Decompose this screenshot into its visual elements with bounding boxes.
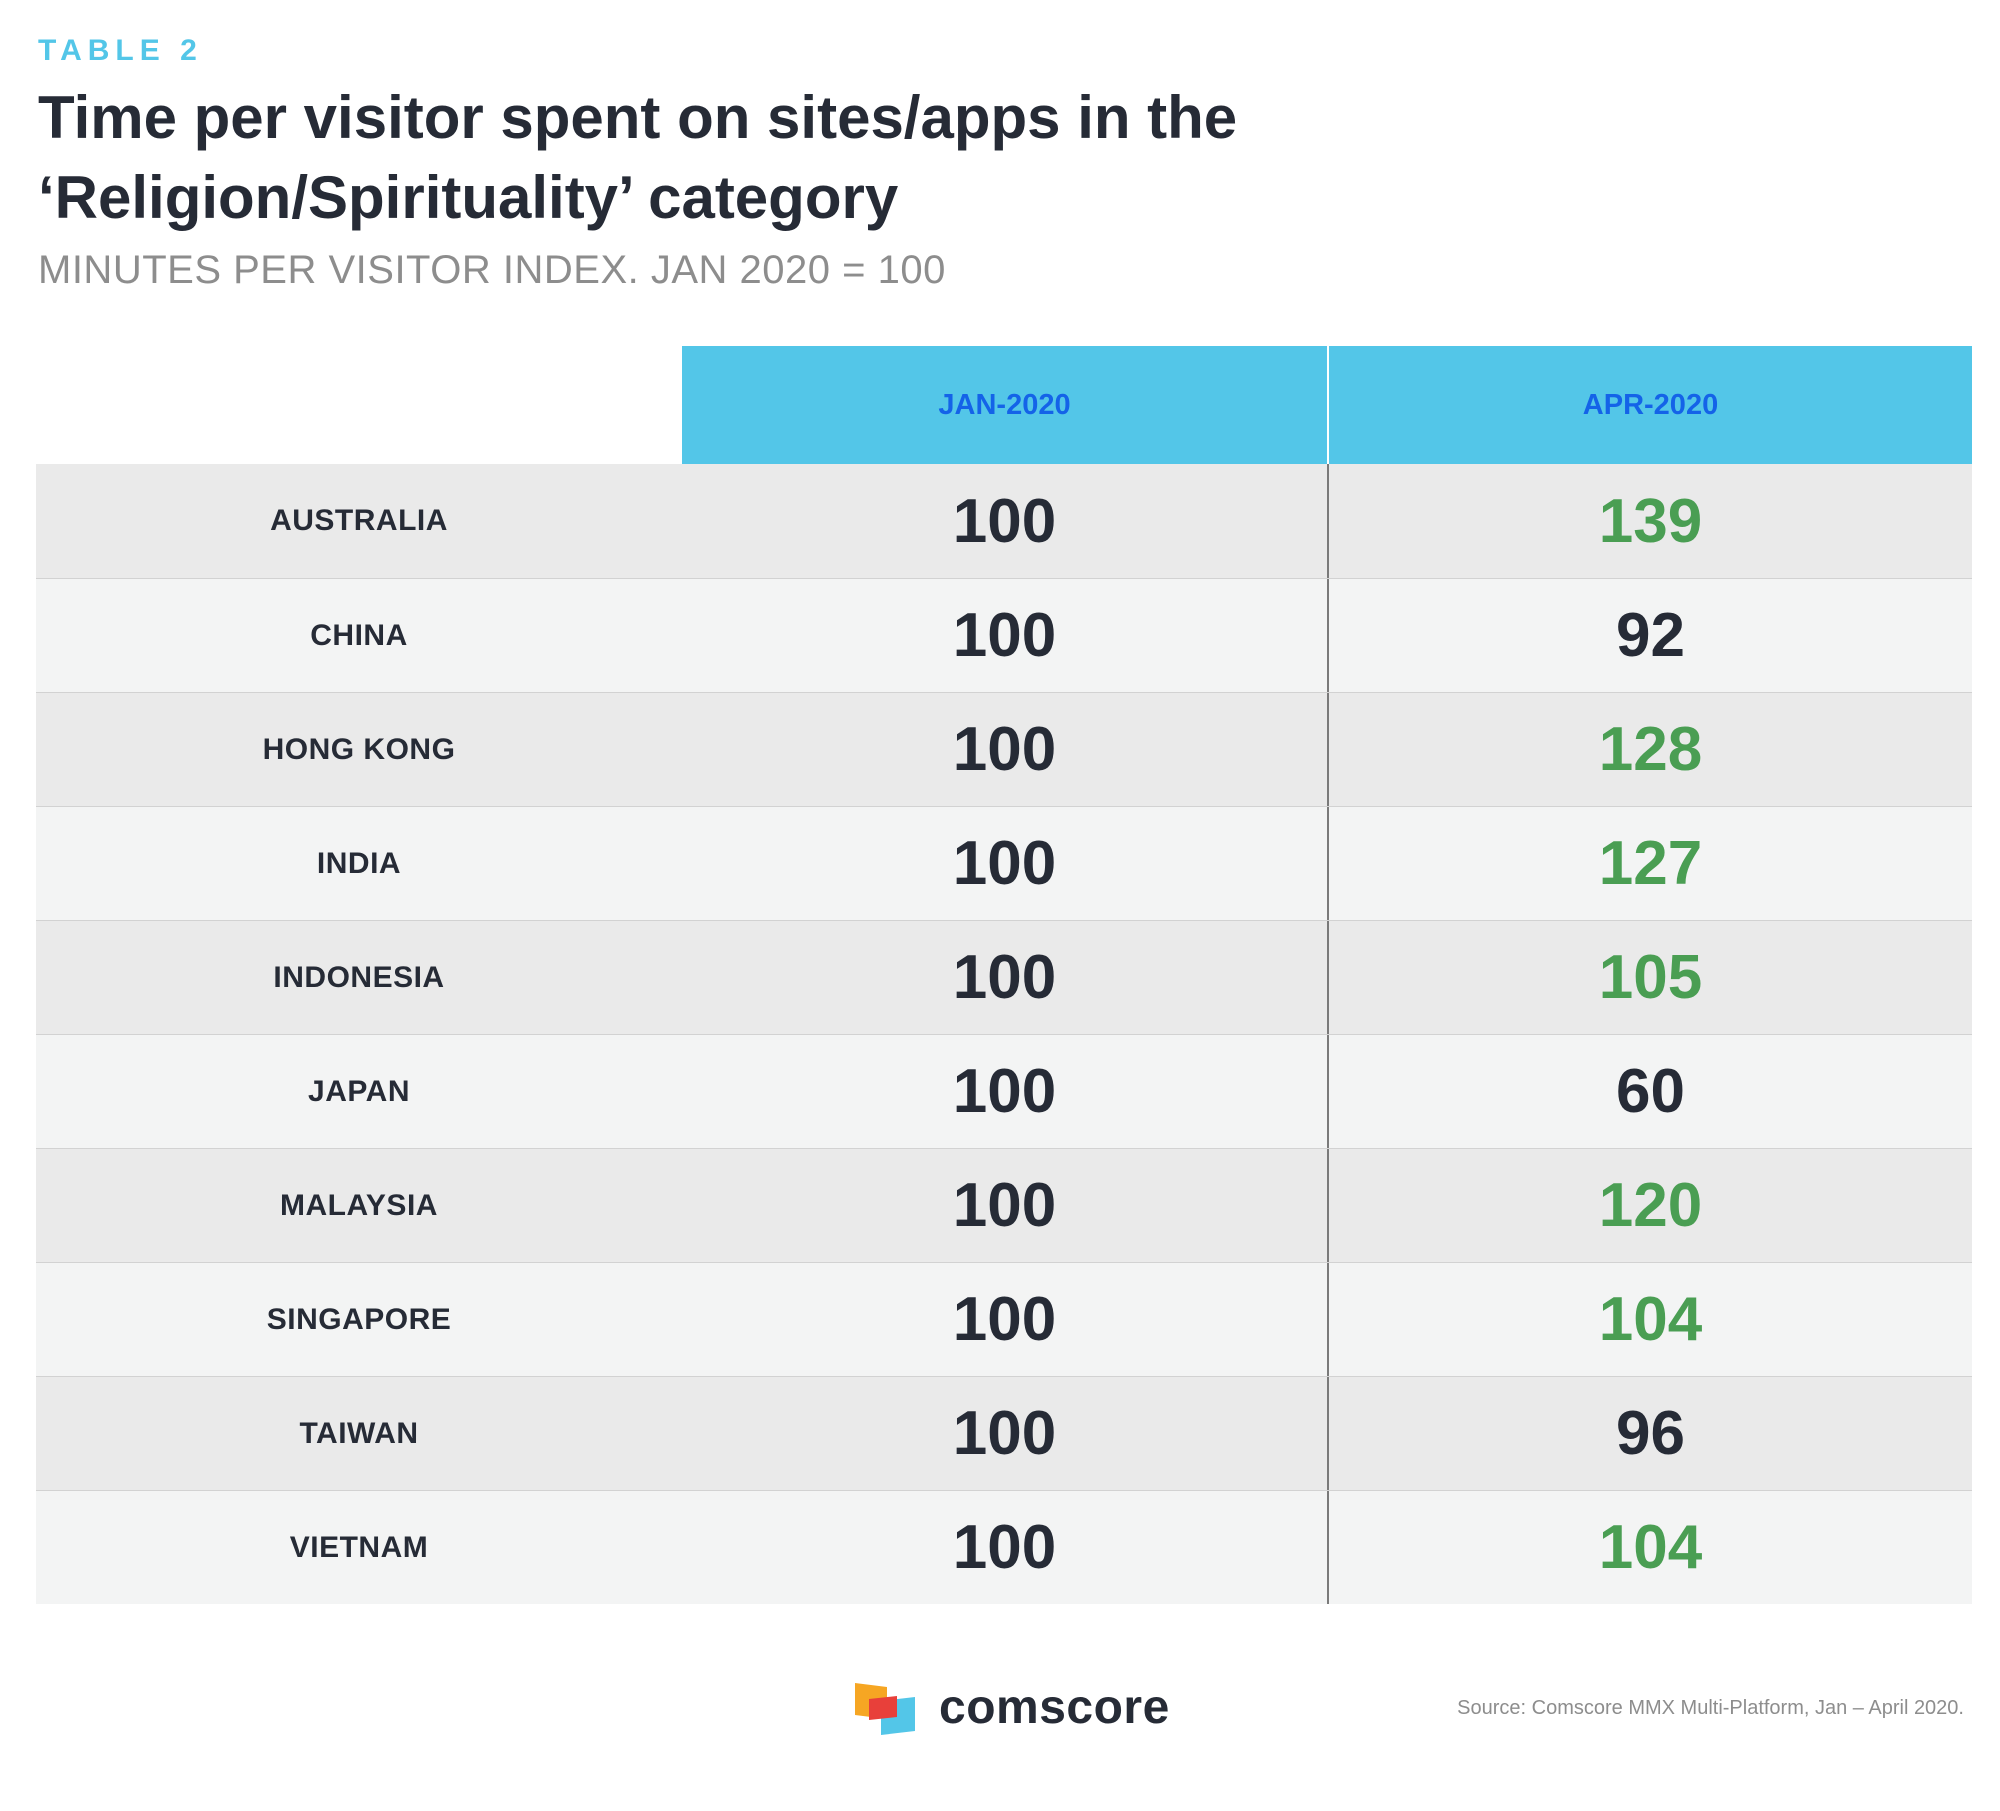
jan-2020-value: 100: [952, 1399, 1057, 1468]
source-note: Source: Comscore MMX Multi-Platform, Jan…: [1457, 1697, 1964, 1719]
jan-2020-value: 100: [952, 601, 1057, 670]
data-table: JAN-2020 APR-2020 AUSTRALIA 100 139 CHINA 10…: [36, 346, 1972, 1604]
row-label: HONG KONG: [262, 732, 456, 766]
chart-title: Time per visitor spent on sites/apps in …: [38, 84, 1238, 231]
row-label: AUSTRALIA: [270, 504, 448, 537]
apr-2020-value: 92: [1327, 579, 1972, 692]
chart-subtitle: MINUTES PER VISITOR INDEX. JAN 2020 = 10…: [38, 248, 946, 292]
row-label: INDIA: [316, 846, 402, 880]
jan-2020-value: 100: [952, 829, 1057, 898]
apr-2020-value: 60: [1327, 1035, 1972, 1148]
jan-2020-value: 100: [952, 943, 1057, 1012]
jan-2020-value: 100: [952, 715, 1057, 784]
table-row: JAPAN 100 60: [36, 1034, 1972, 1148]
column-header-apr-2020: APR-2020: [1327, 346, 1972, 464]
row-label: TAIWAN: [299, 1416, 419, 1450]
table-row: SINGAPORE 100 104: [36, 1262, 1972, 1376]
apr-2020-value: 127: [1327, 807, 1972, 920]
apr-2020-value: 104: [1327, 1263, 1972, 1376]
table-row: INDONESIA 100 105: [36, 920, 1972, 1034]
table-label: TABLE 2: [38, 34, 203, 67]
table-row: MALAYSIA 100 120: [36, 1148, 1972, 1262]
table-row: AUSTRALIA 100 139: [36, 464, 1972, 578]
apr-2020-value: 104: [1327, 1491, 1972, 1604]
column-header-jan-2020: JAN-2020: [682, 346, 1327, 464]
table-row: CHINA 100 92: [36, 578, 1972, 692]
row-label: VIETNAM: [289, 1530, 429, 1564]
logo-text: comscore: [939, 1681, 1170, 1734]
table-row: HONG KONG 100 128: [36, 692, 1972, 806]
jan-2020-value: 100: [952, 1057, 1057, 1126]
apr-2020-value: 105: [1327, 921, 1972, 1034]
jan-2020-value: 100: [952, 1171, 1057, 1240]
apr-2020-value: 96: [1327, 1377, 1972, 1490]
comscore-logo-icon: [855, 1682, 915, 1735]
row-label: MALAYSIA: [280, 1188, 438, 1222]
row-label: SINGAPORE: [266, 1302, 452, 1336]
jan-2020-value: 100: [952, 486, 1057, 556]
jan-2020-value: 100: [952, 1513, 1057, 1582]
table-row: INDIA 100 127: [36, 806, 1972, 920]
apr-2020-value: 120: [1327, 1149, 1972, 1262]
jan-2020-value: 100: [952, 1285, 1057, 1354]
table-row: VIETNAM 100 104: [36, 1490, 1972, 1604]
row-label: JAPAN: [308, 1074, 410, 1108]
table-header-row: JAN-2020 APR-2020: [36, 346, 1972, 464]
comscore-logo: comscore: [853, 1680, 1170, 1735]
apr-2020-value: 139: [1327, 464, 1972, 578]
header-spacer: [36, 346, 682, 464]
apr-2020-value: 128: [1327, 693, 1972, 806]
table-body: AUSTRALIA 100 139 CHINA 100 92 HONG KONG 100 128…: [36, 464, 1972, 1604]
row-label: CHINA: [310, 618, 408, 652]
row-label: INDONESIA: [273, 960, 445, 994]
table-row: TAIWAN 100 96: [36, 1376, 1972, 1490]
